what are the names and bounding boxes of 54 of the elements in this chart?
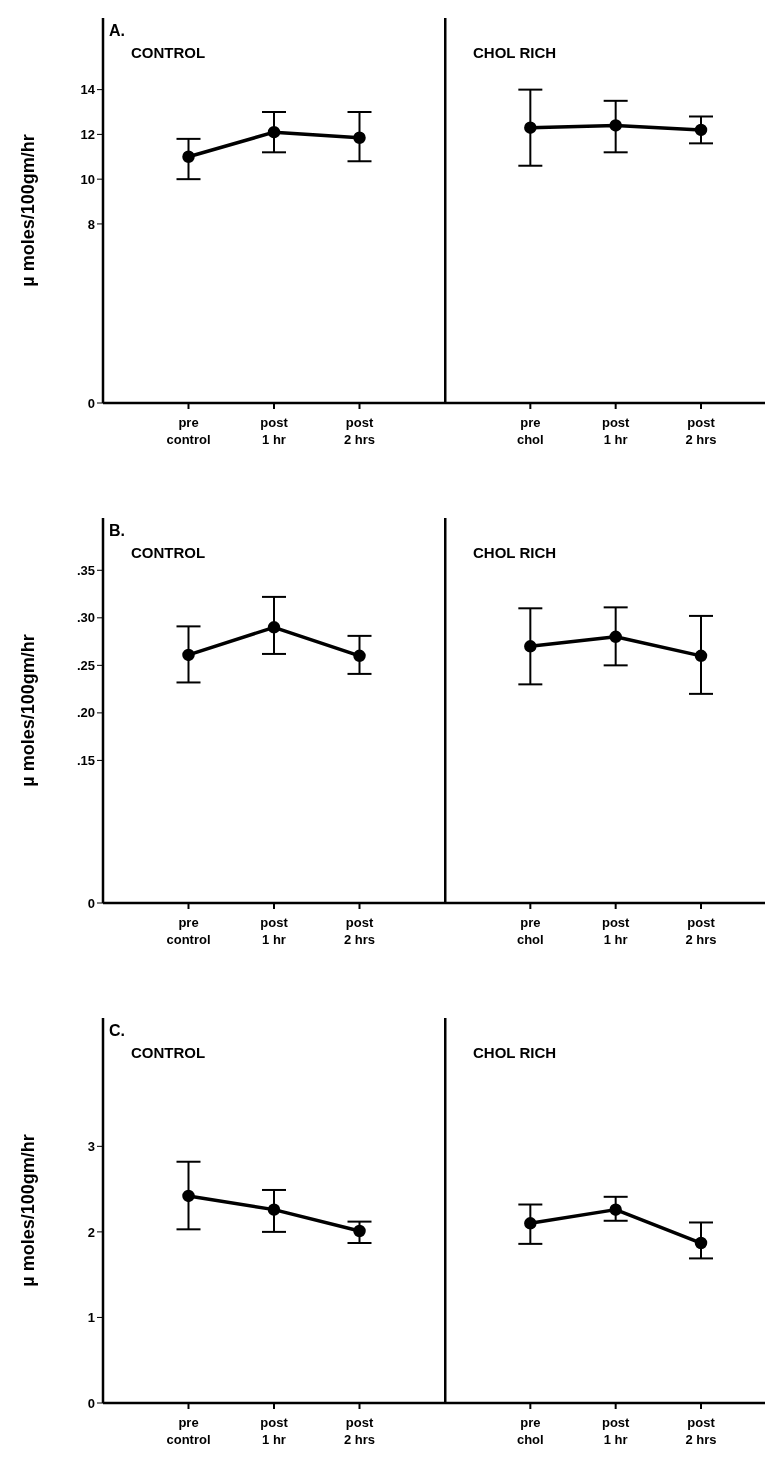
text: CONTROL bbox=[131, 1044, 206, 1061]
point bbox=[267, 1203, 281, 1216]
text: CHOL RICH bbox=[473, 1044, 557, 1061]
y-tick-label: 0 bbox=[87, 895, 95, 911]
y-tick-label: .30 bbox=[76, 610, 95, 626]
y-tick-label: 0 bbox=[87, 395, 95, 411]
x-tick-label: post 2 hrs bbox=[685, 415, 717, 447]
text: CHOL RICH bbox=[473, 44, 557, 61]
x-tick-label: pre control bbox=[166, 1415, 211, 1447]
x-tick-label: post 1 hr bbox=[260, 415, 289, 447]
text: CONTROL bbox=[131, 44, 206, 61]
y-tick-label: .20 bbox=[76, 705, 95, 721]
y-tick-label: 10 bbox=[80, 171, 95, 187]
x-tick-label: post 2 hrs bbox=[685, 915, 717, 947]
x-tick-label: post 2 hrs bbox=[685, 1415, 717, 1447]
point bbox=[267, 125, 281, 139]
y-tick-label: 3 bbox=[87, 1138, 95, 1154]
x-tick-label: post 1 hr bbox=[601, 1415, 631, 1447]
y-axis-title: µ moles/100gm/hr bbox=[18, 1134, 39, 1287]
text: CHOL RICH bbox=[473, 544, 557, 561]
x-tick-label: pre control bbox=[166, 415, 211, 447]
x-tick-label: post 2 hrs bbox=[343, 415, 376, 447]
point bbox=[182, 150, 195, 164]
x-tick-label: post 1 hr bbox=[601, 915, 631, 947]
x-tick-label: post 2 hrs bbox=[343, 915, 376, 947]
annotation: C. bbox=[109, 1022, 125, 1040]
x-tick-label: post 1 hr bbox=[260, 1415, 289, 1447]
x-tick-label: pre chol bbox=[516, 415, 544, 447]
point bbox=[182, 648, 195, 662]
y-tick-label: 2 bbox=[87, 1224, 95, 1240]
x-tick-label: pre chol bbox=[516, 1415, 544, 1447]
x-tick-label: pre control bbox=[166, 915, 211, 947]
y-tick-label: 8 bbox=[87, 216, 95, 232]
text: CONTROL bbox=[131, 544, 206, 561]
y-tick-label: 0 bbox=[87, 1395, 95, 1411]
x-tick-label: post 2 hrs bbox=[343, 1415, 376, 1447]
y-tick-label: .15 bbox=[76, 753, 95, 769]
annotation: B. bbox=[109, 522, 125, 540]
point bbox=[267, 621, 281, 634]
x-tick-label: post 1 hr bbox=[260, 915, 289, 947]
point bbox=[182, 1189, 195, 1203]
x-tick-label: post 1 hr bbox=[601, 415, 631, 447]
y-axis-title: µ moles/100gm/hr bbox=[18, 634, 39, 787]
y-tick-label: 14 bbox=[80, 82, 96, 98]
point bbox=[353, 1224, 366, 1238]
x-tick-label: pre chol bbox=[516, 915, 544, 947]
point bbox=[353, 649, 366, 663]
point bbox=[353, 131, 366, 144]
annotation: A. bbox=[109, 22, 125, 40]
y-axis-title: µ moles/100gm/hr bbox=[18, 134, 39, 287]
y-tick-label: .35 bbox=[76, 562, 95, 578]
y-tick-label: .25 bbox=[76, 657, 95, 673]
y-tick-label: 1 bbox=[87, 1310, 95, 1326]
y-tick-label: 12 bbox=[80, 127, 95, 143]
